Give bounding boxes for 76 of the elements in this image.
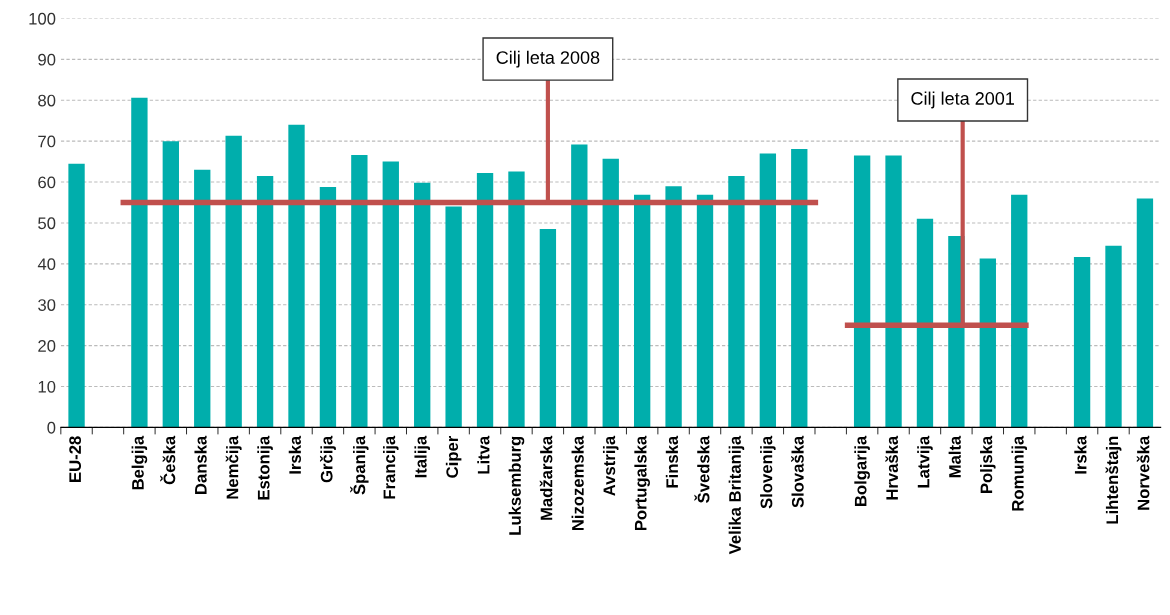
x-tick-label: Avstrija: [602, 435, 619, 496]
y-tick-label: 50: [38, 217, 56, 230]
bar: [791, 148, 808, 428]
bar: [885, 155, 902, 428]
x-tick-label: Španija: [350, 435, 369, 495]
bar: [445, 206, 462, 428]
x-tick-label: Grčija: [319, 435, 336, 483]
x-tick-label: Irska: [1074, 435, 1087, 474]
bar: [571, 144, 588, 428]
bar: [414, 182, 431, 428]
x-tick-label: Velika Britanija: [728, 435, 745, 555]
x-tick-label: Luksemburg: [508, 436, 525, 535]
bar: [351, 155, 368, 428]
bar: [1136, 198, 1154, 428]
x-tick-label: Poljska: [980, 435, 996, 494]
x-tick-label: Estonija: [257, 435, 273, 500]
y-tick-label: 90: [38, 53, 56, 66]
x-tick-label: Francija: [383, 435, 399, 499]
x-tick-label: Belgija: [131, 435, 148, 490]
x-tick-label: Nizozemska: [571, 435, 584, 531]
bar: [319, 186, 337, 428]
bar: [633, 194, 651, 428]
y-tick-label: 30: [38, 299, 56, 311]
bar: [131, 97, 148, 428]
x-tick-label: Portugalska: [634, 435, 650, 531]
y-tick-label: 10: [38, 380, 56, 393]
bar: [1105, 245, 1122, 428]
x-tick-label: Malta: [948, 435, 961, 478]
bar: [979, 258, 996, 428]
bar: [696, 194, 714, 428]
bar: [288, 124, 305, 428]
x-tick-label: Češka: [160, 435, 176, 485]
bar: [162, 141, 179, 428]
bar: [508, 171, 525, 428]
bar: [1011, 194, 1028, 428]
bar: [665, 186, 682, 428]
bar: [225, 135, 242, 428]
x-tick-label: Italija: [414, 435, 430, 478]
bar: [602, 158, 619, 428]
x-tick-label: Nemčija: [225, 435, 242, 499]
bar: [916, 218, 934, 428]
x-tick-label: Madžarska: [539, 435, 553, 520]
y-tick-label: 70: [38, 135, 56, 148]
x-tick-label: Romunija: [1011, 435, 1028, 511]
bar: [256, 175, 274, 428]
bar: [728, 175, 745, 428]
ref-line-label: Cilj leta 2001: [911, 91, 1014, 109]
bar: [194, 169, 211, 428]
x-tick-label: Slovenija: [760, 435, 776, 509]
x-tick-label: Lihtenštajn: [1105, 436, 1122, 524]
ref-line-label: Cilj leta 2008: [496, 50, 600, 68]
x-tick-label: Finska: [665, 435, 679, 488]
x-tick-label: Latvija: [917, 435, 933, 488]
bar: [476, 173, 494, 428]
bar: [853, 155, 871, 428]
bar: [539, 229, 557, 428]
x-tick-label: Hrvaška: [885, 435, 899, 500]
bar: [382, 161, 399, 428]
bar: [68, 163, 85, 428]
bar: [759, 153, 777, 428]
y-tick-label: 40: [37, 258, 56, 271]
y-tick-label: 100: [29, 12, 56, 25]
x-tick-label: Irska: [288, 435, 301, 474]
x-tick-label: Danska: [194, 435, 207, 494]
x-tick-label: Norveška: [1136, 435, 1150, 510]
bar: [1073, 256, 1091, 428]
y-tick-label: 20: [38, 340, 56, 352]
x-tick-label: Litva: [477, 435, 490, 474]
x-tick-label: EU-28: [69, 436, 82, 482]
x-tick-label: Bolgarija: [854, 435, 870, 506]
x-tick-label: Ciper: [445, 436, 462, 478]
x-tick-label: Slovaška: [791, 435, 804, 508]
y-tick-label: 0: [47, 421, 56, 434]
y-tick-label: 60: [38, 176, 56, 189]
x-tick-label: Švedska: [694, 435, 710, 503]
y-tick-label: 80: [38, 94, 56, 107]
